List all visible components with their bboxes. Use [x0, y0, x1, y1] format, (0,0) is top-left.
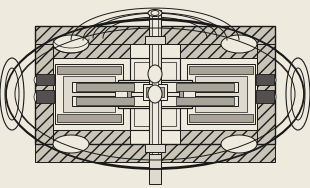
Bar [57, 114, 121, 122]
Bar [53, 44, 130, 58]
Ellipse shape [6, 20, 304, 168]
Bar [176, 97, 234, 105]
Bar [257, 44, 275, 144]
Bar [72, 82, 238, 92]
Bar [123, 86, 131, 102]
Bar [76, 97, 134, 105]
Bar [35, 144, 275, 162]
Bar [53, 58, 130, 130]
Ellipse shape [270, 92, 276, 102]
Bar [180, 130, 257, 144]
Ellipse shape [148, 65, 162, 83]
Ellipse shape [5, 68, 19, 120]
Ellipse shape [221, 35, 257, 53]
Ellipse shape [286, 58, 310, 130]
Bar [256, 90, 274, 103]
Bar [143, 84, 167, 100]
Bar [152, 10, 158, 178]
Bar [145, 36, 165, 44]
Ellipse shape [34, 76, 40, 84]
Bar [179, 86, 187, 102]
Ellipse shape [148, 10, 162, 17]
Bar [149, 154, 161, 184]
Bar [195, 76, 247, 112]
Bar [115, 88, 127, 100]
Ellipse shape [53, 135, 89, 153]
Bar [130, 58, 180, 130]
Bar [180, 44, 257, 58]
Bar [187, 64, 255, 124]
Bar [76, 83, 134, 91]
Bar [35, 44, 53, 144]
Bar [35, 26, 275, 44]
Ellipse shape [0, 58, 24, 130]
Ellipse shape [291, 68, 305, 120]
Bar [118, 80, 192, 108]
Bar [63, 76, 115, 112]
Bar [57, 66, 121, 74]
Bar [189, 66, 253, 74]
Bar [256, 74, 274, 85]
Ellipse shape [221, 135, 257, 153]
Bar [189, 114, 253, 122]
Bar [176, 83, 234, 91]
Bar [149, 10, 161, 178]
Ellipse shape [34, 92, 40, 102]
Bar [183, 88, 195, 100]
Ellipse shape [53, 35, 89, 53]
Bar [53, 130, 130, 144]
Bar [145, 144, 165, 152]
Bar [35, 26, 275, 144]
Bar [36, 74, 54, 85]
Bar [72, 96, 238, 106]
Bar [55, 64, 123, 124]
Bar [180, 58, 257, 130]
Bar [134, 62, 176, 126]
Bar [146, 87, 164, 97]
Ellipse shape [14, 28, 296, 160]
Ellipse shape [151, 11, 159, 15]
Bar [122, 84, 188, 104]
Ellipse shape [148, 85, 162, 103]
Ellipse shape [270, 76, 276, 84]
Bar [36, 90, 54, 103]
